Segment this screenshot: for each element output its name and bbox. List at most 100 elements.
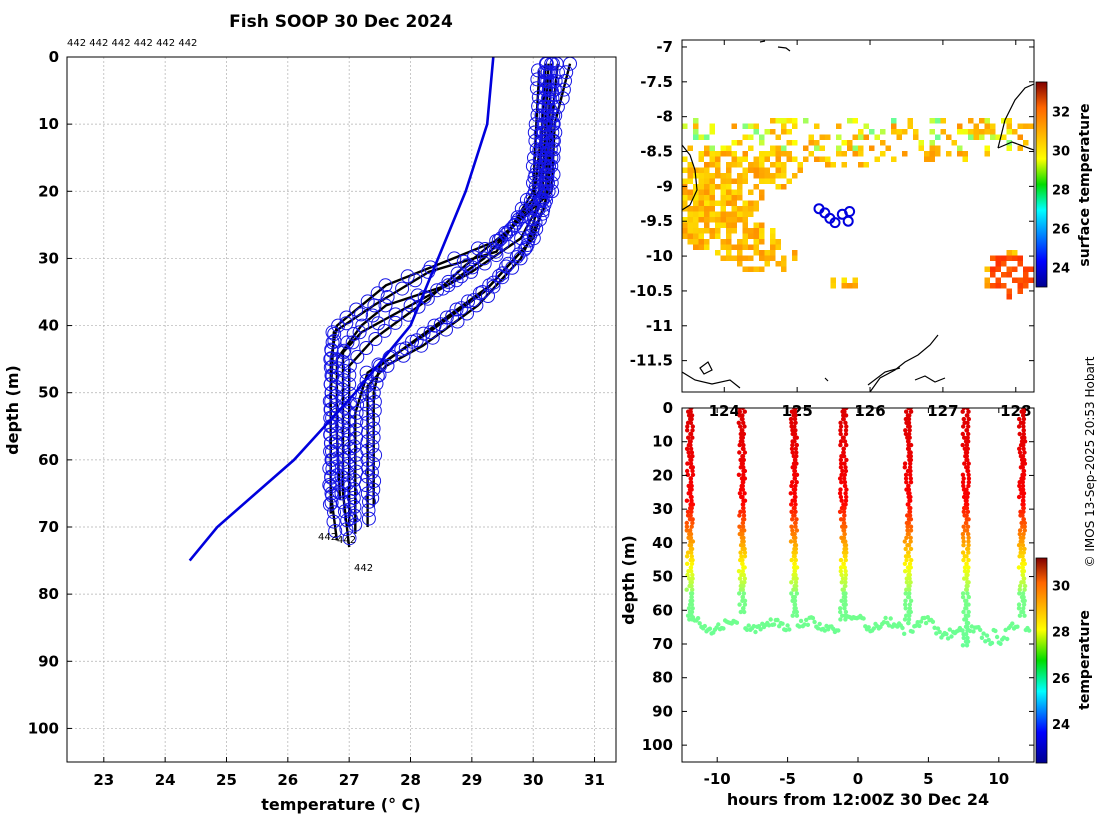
section-data-point: [688, 409, 693, 414]
sst-cell: [770, 129, 776, 135]
profile-data-point: [421, 264, 436, 279]
section-data-point: [908, 505, 913, 511]
section-data-point: [742, 528, 747, 533]
profile-data-point: [330, 451, 345, 466]
section-data-point: [793, 587, 799, 592]
profile-data-point: [378, 278, 393, 293]
section-data-point: [842, 461, 847, 466]
sst-cell: [759, 233, 765, 239]
section-data-point: [1022, 457, 1027, 463]
section-data-point: [907, 591, 912, 596]
sst-cell: [940, 129, 946, 135]
section-data-point: [907, 431, 912, 437]
sst-cell: [1006, 250, 1012, 256]
sst-cell: [682, 123, 688, 129]
section-data-point: [844, 457, 849, 463]
section-data-point: [789, 580, 794, 585]
section-data-point: [908, 580, 913, 585]
sst-cell: [753, 250, 759, 256]
section-data-point: [740, 569, 745, 574]
section-data-point: [843, 583, 848, 589]
sst-cell: [687, 211, 693, 217]
temperature-colorbar-tick-label: 24: [1052, 718, 1070, 733]
section-data-point: [793, 606, 798, 611]
section-data-point: [688, 543, 694, 548]
section-data-point: [792, 569, 797, 574]
section-data-point: [961, 609, 966, 615]
sst-cell: [682, 178, 688, 184]
section-data-point: [907, 428, 912, 433]
section-data-point: [839, 580, 844, 585]
section-data-point: [964, 643, 970, 648]
section-data-point: [966, 483, 971, 489]
section-data-point: [907, 491, 912, 496]
section-data-point: [792, 439, 797, 444]
profile-data-point: [324, 351, 339, 366]
sst-cell: [709, 156, 715, 162]
section-data-point: [843, 428, 849, 433]
section-data-point: [689, 613, 694, 618]
sst-cell: [968, 129, 974, 135]
profile-data-point: [329, 379, 343, 394]
section-data-point: [961, 509, 966, 514]
sst-cell: [715, 184, 721, 190]
sst-cell: [720, 184, 726, 190]
sst-cell: [759, 140, 765, 146]
sst-cell: [852, 145, 858, 151]
profile-ytick-label: 10: [38, 115, 59, 133]
section-data-point: [793, 524, 798, 529]
profile-data-point: [327, 505, 341, 520]
section-data-point: [903, 428, 908, 433]
sst-cell: [869, 129, 875, 135]
sst-cell: [715, 250, 721, 256]
section-data-point: [1016, 565, 1022, 570]
section-data-point: [935, 626, 941, 631]
section-data-point: [841, 520, 847, 526]
section-data-point: [741, 420, 746, 425]
sst-cell: [786, 178, 792, 184]
section-data-point: [740, 487, 746, 492]
sst-cell: [698, 211, 704, 217]
section-data-point: [1016, 424, 1022, 429]
sst-cell: [693, 134, 699, 140]
sst-cell: [1012, 266, 1018, 272]
section-data-point: [742, 468, 748, 474]
sst-cell: [720, 206, 726, 212]
ship-track: [813, 203, 856, 229]
section-data-point: [841, 450, 846, 455]
section-data-point: [965, 413, 970, 418]
sst-cell: [1028, 266, 1034, 272]
sst-cell: [863, 134, 869, 140]
section-data-point: [998, 641, 1003, 646]
section-data-point: [690, 572, 695, 578]
sst-cell: [693, 233, 699, 239]
sst-cell: [731, 178, 737, 184]
section-data-point: [689, 505, 694, 511]
sst-cell: [737, 178, 743, 184]
sst-cell: [693, 129, 699, 135]
profile-ytick-label: 40: [38, 317, 59, 335]
profile-ytick-label: 50: [38, 384, 59, 402]
section-data-point: [792, 498, 797, 503]
sst-cell: [781, 162, 787, 168]
profile-cast-line: [366, 63, 553, 527]
sst-cell: [753, 173, 759, 179]
sst-cell: [698, 200, 704, 206]
sst-cell: [962, 151, 968, 157]
sst-cell: [737, 250, 743, 256]
section-data-point: [930, 619, 936, 624]
sst-cell: [792, 118, 798, 124]
profile-data-point: [365, 308, 380, 323]
map-ytick-label: -7.5: [640, 73, 673, 91]
sst-cell: [973, 129, 979, 135]
sst-cell: [858, 151, 864, 157]
profile-data-point: [352, 325, 367, 340]
profile-data-point: [547, 142, 561, 157]
sst-cell: [1017, 145, 1023, 151]
sst-cell: [720, 189, 726, 195]
section-data-point: [843, 491, 848, 496]
sst-cell: [1028, 277, 1034, 283]
section-data-point: [742, 609, 747, 615]
section-data-point: [837, 491, 843, 496]
sst-cell: [737, 261, 743, 267]
